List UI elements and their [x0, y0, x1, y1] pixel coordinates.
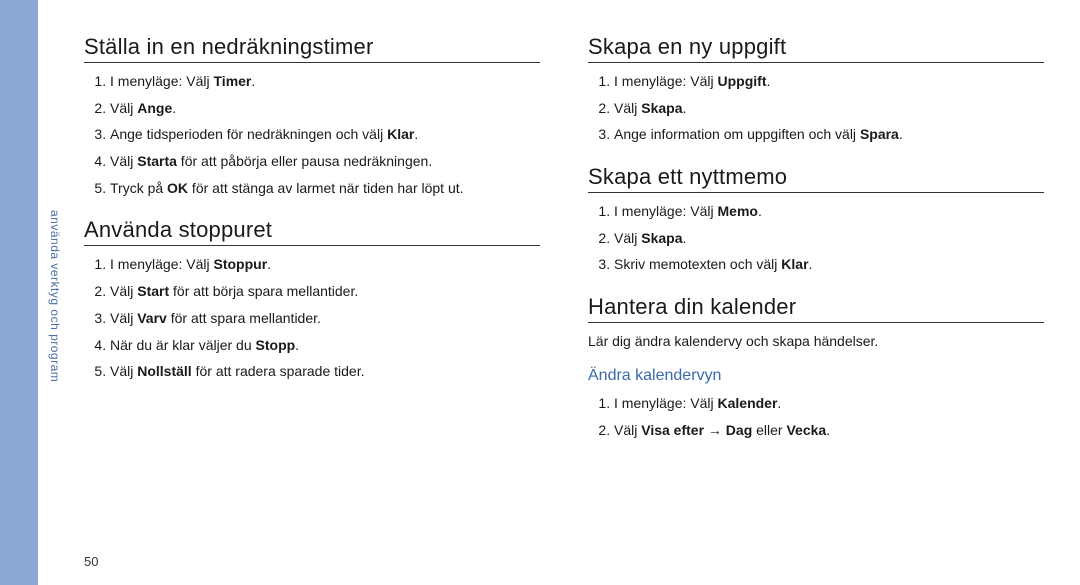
list-item: Välj Nollställ för att radera sparade ti… — [110, 361, 540, 383]
heading-memo: Skapa ett nyttmemo — [588, 164, 1044, 193]
text: för att radera sparade tider. — [192, 363, 365, 379]
section-tab-text: använda verktyg och program — [48, 210, 62, 382]
text: Välj — [110, 283, 137, 299]
bold-text: Timer — [214, 73, 252, 89]
text: för att börja spara mellantider. — [169, 283, 358, 299]
list-item: Välj Varv för att spara mellantider. — [110, 308, 540, 330]
bold-text: Skapa — [641, 230, 682, 246]
bold-text: Ange — [137, 100, 172, 116]
list-item: Ange information om uppgiften och välj S… — [614, 124, 1044, 146]
text: I menyläge: Välj — [614, 203, 718, 219]
text: . — [682, 230, 686, 246]
text: . — [758, 203, 762, 219]
text: Tryck på — [110, 180, 167, 196]
list-stopwatch: I menyläge: Välj Stoppur. Välj Start för… — [84, 254, 540, 382]
section-tab-label: använda verktyg och program — [48, 210, 64, 430]
calendar-intro: Lär dig ändra kalendervy och skapa hände… — [588, 331, 1044, 353]
bold-text: OK — [167, 180, 188, 196]
list-calendar: I menyläge: Välj Kalender. Välj Visa eft… — [588, 393, 1044, 441]
list-timer: I menyläge: Välj Timer. Välj Ange. Ange … — [84, 71, 540, 199]
left-column: Ställa in en nedräkningstimer I menyläge… — [84, 34, 540, 459]
list-item: Välj Start för att börja spara mellantid… — [110, 281, 540, 303]
bold-text: Klar — [781, 256, 808, 272]
text: → — [704, 422, 726, 438]
text: . — [414, 126, 418, 142]
bold-text: Kalender — [718, 395, 778, 411]
sidebar-accent — [0, 0, 38, 585]
list-item: Välj Skapa. — [614, 98, 1044, 120]
text: . — [809, 256, 813, 272]
bold-text: Nollställ — [137, 363, 191, 379]
list-item: Välj Visa efter → Dag eller Vecka. — [614, 420, 1044, 442]
right-column: Skapa en ny uppgift I menyläge: Välj Upp… — [588, 34, 1044, 459]
text: Välj — [614, 422, 641, 438]
heading-calendar: Hantera din kalender — [588, 294, 1044, 323]
bold-text: Stoppur — [214, 256, 268, 272]
content-area: Ställa in en nedräkningstimer I menyläge… — [84, 34, 1044, 459]
bold-text: Vecka — [786, 422, 826, 438]
text: Välj — [110, 363, 137, 379]
text: . — [251, 73, 255, 89]
list-item: I menyläge: Välj Uppgift. — [614, 71, 1044, 93]
page-number: 50 — [84, 554, 98, 569]
text: . — [172, 100, 176, 116]
list-item: I menyläge: Välj Timer. — [110, 71, 540, 93]
list-memo: I menyläge: Välj Memo. Välj Skapa. Skriv… — [588, 201, 1044, 276]
heading-stopwatch: Använda stoppuret — [84, 217, 540, 246]
text: . — [682, 100, 686, 116]
text: . — [766, 73, 770, 89]
list-item: I menyläge: Välj Memo. — [614, 201, 1044, 223]
list-item: Välj Skapa. — [614, 228, 1044, 250]
text: I menyläge: Välj — [110, 73, 214, 89]
list-item: Skriv memotexten och välj Klar. — [614, 254, 1044, 276]
heading-task: Skapa en ny uppgift — [588, 34, 1044, 63]
text: Välj — [614, 230, 641, 246]
bold-text: Visa efter — [641, 422, 704, 438]
text: Ange tidsperioden för nedräkningen och v… — [110, 126, 387, 142]
subheading-calendar-view: Ändra kalendervyn — [588, 367, 1044, 385]
text: . — [267, 256, 271, 272]
text: Välj — [110, 153, 137, 169]
text: Välj — [110, 310, 137, 326]
page: använda verktyg och program 50 Ställa in… — [0, 0, 1080, 585]
list-item: Välj Ange. — [110, 98, 540, 120]
list-item: I menyläge: Välj Kalender. — [614, 393, 1044, 415]
text: . — [295, 337, 299, 353]
text: Skriv memotexten och välj — [614, 256, 781, 272]
text: för att spara mellantider. — [167, 310, 321, 326]
list-item: Tryck på OK för att stänga av larmet när… — [110, 178, 540, 200]
heading-timer: Ställa in en nedräkningstimer — [84, 34, 540, 63]
text: . — [826, 422, 830, 438]
text: I menyläge: Välj — [614, 73, 718, 89]
bold-text: Uppgift — [718, 73, 767, 89]
text: När du är klar väljer du — [110, 337, 256, 353]
bold-text: Dag — [726, 422, 752, 438]
bold-text: Skapa — [641, 100, 682, 116]
text: för att påbörja eller pausa nedräkningen… — [177, 153, 432, 169]
bold-text: Stopp — [256, 337, 296, 353]
list-item: Välj Starta för att påbörja eller pausa … — [110, 151, 540, 173]
text: . — [899, 126, 903, 142]
list-item: När du är klar väljer du Stopp. — [110, 335, 540, 357]
bold-text: Start — [137, 283, 169, 299]
bold-text: Spara — [860, 126, 899, 142]
text: I menyläge: Välj — [110, 256, 214, 272]
text: eller — [752, 422, 786, 438]
bold-text: Varv — [137, 310, 167, 326]
text: Ange information om uppgiften och välj — [614, 126, 860, 142]
bold-text: Starta — [137, 153, 177, 169]
list-item: Ange tidsperioden för nedräkningen och v… — [110, 124, 540, 146]
list-item: I menyläge: Välj Stoppur. — [110, 254, 540, 276]
text: för att stänga av larmet när tiden har l… — [188, 180, 463, 196]
bold-text: Memo — [718, 203, 758, 219]
list-task: I menyläge: Välj Uppgift. Välj Skapa. An… — [588, 71, 1044, 146]
text: . — [777, 395, 781, 411]
text: Välj — [614, 100, 641, 116]
text: I menyläge: Välj — [614, 395, 718, 411]
bold-text: Klar — [387, 126, 414, 142]
text: Välj — [110, 100, 137, 116]
